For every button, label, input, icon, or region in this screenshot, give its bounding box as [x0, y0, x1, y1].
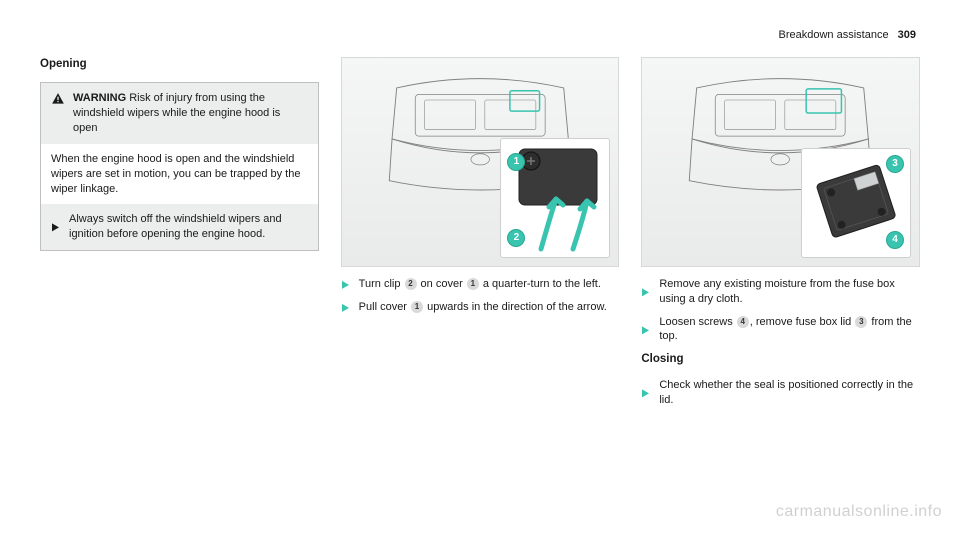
badge-3: 3: [886, 155, 904, 173]
warning-body: When the engine hood is open and the win…: [41, 144, 318, 205]
page-header: Breakdown assistance 309: [40, 28, 920, 43]
inline-marker-1: 1: [467, 278, 479, 290]
step-c2-2-text: Pull cover 1 upwards in the direction of…: [359, 300, 620, 315]
step-closing: Check whether the seal is positioned cor…: [641, 378, 920, 408]
column-2: 1 2 Turn clip 2 on cover 1 a quarter-tur…: [341, 57, 620, 416]
step-arrow-icon: [341, 278, 351, 292]
header-section: Breakdown assistance: [779, 29, 889, 41]
column-1: Opening WARNING Risk of injury from usin…: [40, 57, 319, 416]
illustration-1: 1 2: [341, 57, 620, 267]
step-closing-text: Check whether the seal is positioned cor…: [659, 378, 920, 408]
warning-lead: WARNING: [73, 92, 126, 104]
t: a quarter-turn to the left.: [480, 278, 601, 290]
warning-box: WARNING Risk of injury from using the wi…: [40, 82, 319, 251]
closing-title: Closing: [641, 352, 920, 368]
callout-inset-1: 1 2: [500, 138, 610, 258]
step-arrow-icon: [641, 278, 651, 307]
t: , remove fuse box lid: [750, 316, 855, 328]
t: Pull cover: [359, 301, 410, 313]
inline-marker-2: 2: [405, 278, 417, 290]
callout-inset-2: 3 4: [801, 148, 911, 258]
t: Turn clip: [359, 278, 404, 290]
warning-head-text: WARNING Risk of injury from using the wi…: [73, 91, 308, 136]
inline-marker-4: 4: [737, 316, 749, 328]
header-page: 309: [898, 29, 916, 41]
t: on cover: [418, 278, 466, 290]
warning-action: Always switch off the windshield wipers …: [41, 204, 318, 250]
step-c2-1: Turn clip 2 on cover 1 a quarter-turn to…: [341, 277, 620, 292]
illustration-2: 3 4: [641, 57, 920, 267]
inline-marker-1b: 1: [411, 301, 423, 313]
warning-triangle-icon: [51, 92, 65, 106]
step-arrow-icon: [341, 301, 351, 315]
opening-title: Opening: [40, 57, 319, 73]
step-arrow-icon: [641, 379, 651, 408]
step-c3-1-text: Remove any existing moisture from the fu…: [659, 277, 920, 307]
t: upwards in the direction of the arrow.: [424, 301, 607, 313]
inline-marker-3: 3: [855, 316, 867, 328]
step-c2-1-text: Turn clip 2 on cover 1 a quarter-turn to…: [359, 277, 620, 292]
step-arrow-icon: [641, 316, 651, 345]
step-c3-2: Loosen screws 4, remove fuse box lid 3 f…: [641, 315, 920, 345]
step-c2-2: Pull cover 1 upwards in the direction of…: [341, 300, 620, 315]
warning-header: WARNING Risk of injury from using the wi…: [41, 83, 318, 144]
column-3: 3 4 Remove any existing moisture from th…: [641, 57, 920, 416]
action-arrow-icon: [51, 213, 61, 242]
step-c3-1: Remove any existing moisture from the fu…: [641, 277, 920, 307]
step-c3-2-text: Loosen screws 4, remove fuse box lid 3 f…: [659, 315, 920, 345]
badge-4: 4: [886, 231, 904, 249]
warning-action-text: Always switch off the windshield wipers …: [69, 212, 308, 242]
t: Loosen screws: [659, 316, 735, 328]
watermark: carmanualsonline.info: [776, 501, 942, 523]
